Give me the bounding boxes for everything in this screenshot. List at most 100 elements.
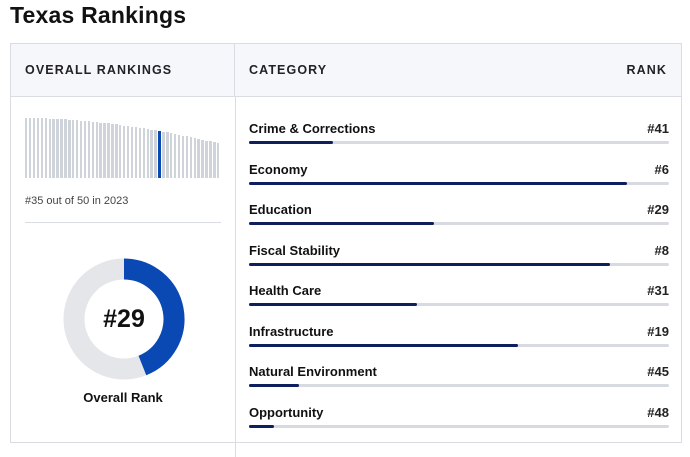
category-row[interactable]: Economy #6 [249,162,669,194]
donut-progress-arc [123,258,185,376]
category-header-row: CATEGORY RANK [235,44,681,97]
state-bar [205,140,208,178]
category-name: Education [249,202,312,217]
category-rank: #6 [654,161,669,177]
state-bar [99,122,102,178]
category-row[interactable]: Opportunity #48 [249,405,669,437]
state-bar [181,135,185,178]
category-row[interactable]: Infrastructure #19 [249,324,669,356]
state-bar [197,138,200,178]
overall-rank-summary: #35 out of 50 in 2023 [25,195,129,207]
category-name: Crime & Corrections [249,121,376,136]
category-rank-fill [249,222,434,225]
state-bar [201,139,204,178]
category-rank-track [249,181,669,185]
state-bar [217,143,220,178]
state-bar [48,118,51,178]
state-bar [126,126,130,178]
category-rank-fill [249,424,275,428]
category-column-header: CATEGORY [249,63,328,77]
state-bar [75,120,79,178]
state-bar [107,123,110,178]
category-row[interactable]: Health Care #31 [249,283,669,315]
state-bar [150,129,153,178]
state-bar [64,119,67,178]
overall-rankings-header: OVERALL RANKINGS [11,44,235,97]
state-bar [177,134,181,178]
state-bar [83,121,87,178]
category-rank-fill [249,384,300,387]
category-rank-track [249,141,669,144]
category-row[interactable]: Fiscal Stability #8 [249,243,669,275]
state-bar [193,137,196,178]
state-bar [142,128,145,178]
category-rank-fill [249,141,333,144]
state-bar [162,131,165,178]
category-row[interactable]: Natural Environment #45 [249,364,669,396]
state-bar [119,124,122,178]
category-name: Opportunity [249,404,324,420]
category-row[interactable]: Education #29 [249,202,669,234]
state-bar [209,141,212,178]
state-bar [166,132,169,178]
page-title: Texas Rankings [10,2,187,28]
category-rank: #48 [647,404,669,420]
category-rank-track [249,303,669,306]
category-name: Economy [249,161,308,177]
state-bar [154,130,157,178]
category-rank: #31 [647,283,669,298]
state-bar [52,118,55,178]
state-bar [130,126,134,178]
overall-rank-value: #29 [103,304,145,333]
category-rank-track [249,222,669,225]
state-bar [95,122,98,178]
state-bar [72,120,75,178]
column-divider [235,97,236,457]
highlighted-state-bar [158,131,161,178]
overall-separator [25,222,221,223]
rank-column-header: RANK [626,63,667,77]
state-rank-bar-chart [25,118,221,178]
category-row[interactable]: Crime & Corrections #41 [249,121,669,153]
state-bar [56,118,59,178]
category-rank-fill [249,303,417,306]
category-rank-fill [249,343,518,347]
state-bar [115,124,118,178]
state-bar [173,133,177,178]
category-name: Infrastructure [249,323,334,339]
rankings-panel: OVERALL RANKINGS CATEGORY RANK #35 out o… [10,43,682,457]
state-bar [123,125,126,178]
state-bar [60,119,63,178]
state-bar [91,121,95,178]
state-bar [87,121,91,178]
category-rank-track [249,424,669,428]
overall-rank-donut [63,258,185,380]
state-bar [68,119,71,178]
category-rank-track [249,343,669,347]
state-bar [134,127,138,178]
state-bar [25,118,28,178]
category-rank: #8 [654,242,669,258]
state-bar [138,127,142,178]
category-name: Natural Environment [249,364,377,379]
state-bar [146,129,149,178]
category-rank-track [249,262,669,266]
state-bar [44,118,47,178]
state-bar [79,120,83,178]
category-rank: #41 [647,121,669,136]
state-bar [111,123,114,178]
state-bar [170,133,173,178]
category-rank: #29 [647,202,669,217]
state-bar [28,118,32,178]
category-name: Fiscal Stability [249,242,341,258]
state-bar [189,137,193,178]
category-rank: #45 [647,364,669,379]
category-rank: #19 [647,323,669,339]
category-rank-fill [249,181,627,185]
state-bar [185,136,189,178]
overall-rank-caption: Overall Rank [83,390,163,405]
category-rank-fill [249,262,611,266]
state-bar [36,118,40,178]
state-bar [32,118,36,178]
state-bar [213,142,216,178]
